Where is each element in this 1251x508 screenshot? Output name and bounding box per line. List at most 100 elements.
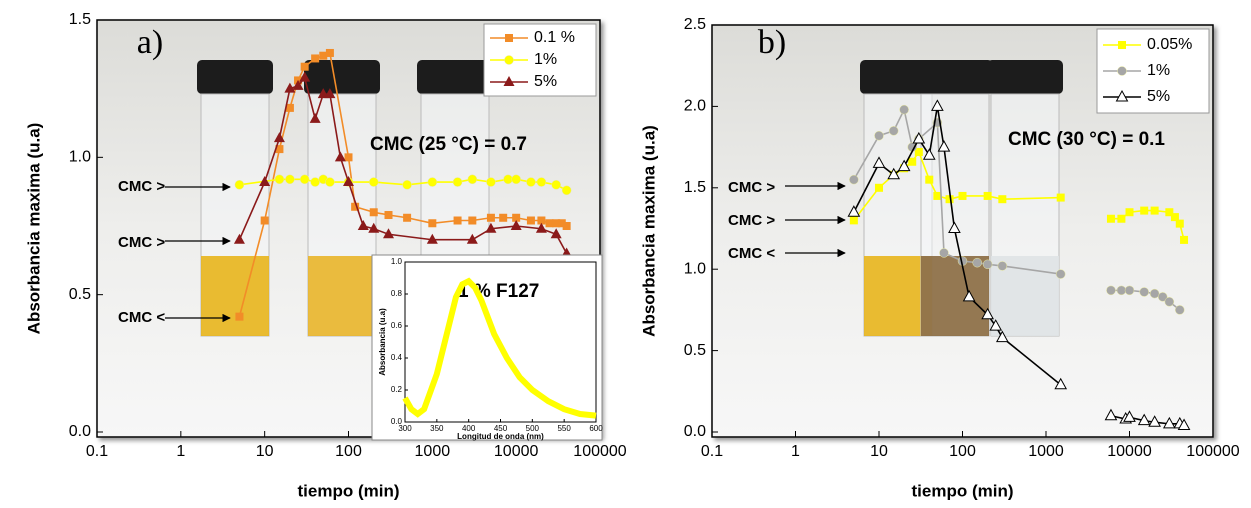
legend-label: 0.05% bbox=[1147, 36, 1192, 53]
marker bbox=[981, 307, 994, 320]
marker bbox=[511, 174, 521, 185]
marker bbox=[292, 79, 304, 90]
marker bbox=[368, 177, 379, 187]
x-tick-label: 500 bbox=[526, 424, 540, 433]
marker bbox=[504, 55, 514, 65]
x-tick-label: 10000 bbox=[1107, 443, 1152, 460]
marker bbox=[311, 54, 320, 63]
x-tick-label: 0.1 bbox=[86, 443, 108, 460]
marker bbox=[933, 191, 942, 200]
marker bbox=[426, 233, 438, 244]
marker bbox=[1117, 214, 1126, 223]
legend-label: 1% bbox=[534, 51, 557, 68]
y-tick-label: 1.5 bbox=[684, 179, 706, 196]
vial-cap bbox=[417, 60, 493, 94]
marker bbox=[1124, 285, 1135, 296]
marker bbox=[325, 177, 335, 187]
marker bbox=[285, 174, 295, 185]
x-tick-label: 1000 bbox=[1028, 443, 1064, 460]
y-tick-label: 1.0 bbox=[69, 149, 91, 166]
marker bbox=[535, 222, 547, 233]
marker bbox=[899, 104, 909, 115]
marker bbox=[908, 157, 917, 166]
marker bbox=[512, 213, 521, 222]
annotation: CMC > bbox=[118, 234, 165, 251]
marker bbox=[552, 219, 561, 228]
marker bbox=[536, 177, 547, 187]
marker bbox=[887, 167, 901, 180]
y-tick-label: 0.0 bbox=[391, 417, 403, 426]
marker bbox=[849, 216, 858, 225]
marker bbox=[1164, 297, 1175, 307]
marker bbox=[550, 228, 562, 239]
marker bbox=[937, 140, 951, 152]
marker bbox=[1165, 208, 1174, 217]
marker bbox=[1149, 288, 1160, 299]
marker bbox=[299, 174, 310, 185]
marker bbox=[452, 177, 463, 187]
marker bbox=[334, 151, 346, 162]
marker bbox=[945, 195, 954, 204]
annotation: CMC (30 °C) = 0.1 bbox=[1008, 129, 1165, 150]
marker bbox=[260, 216, 269, 225]
vial-liquid bbox=[308, 256, 376, 336]
marker bbox=[939, 248, 949, 258]
marker bbox=[1056, 193, 1065, 202]
marker bbox=[989, 319, 1003, 331]
marker bbox=[1175, 305, 1185, 315]
marker bbox=[962, 289, 976, 302]
y-tick-label: 1.0 bbox=[391, 257, 403, 266]
marker bbox=[233, 233, 245, 244]
marker bbox=[1140, 206, 1149, 215]
marker bbox=[310, 177, 320, 187]
marker bbox=[1117, 66, 1127, 76]
marker bbox=[344, 153, 353, 162]
x-tick-label: 100 bbox=[335, 443, 362, 460]
marker bbox=[914, 147, 923, 156]
marker bbox=[874, 130, 884, 141]
marker bbox=[1118, 41, 1126, 49]
marker bbox=[309, 112, 321, 123]
marker bbox=[402, 180, 412, 190]
marker bbox=[357, 220, 369, 230]
x-tick-label: 600 bbox=[589, 424, 603, 433]
marker bbox=[998, 195, 1007, 204]
marker bbox=[1125, 208, 1134, 217]
vial-cap bbox=[197, 60, 273, 94]
annotation: CMC > bbox=[728, 212, 775, 229]
x-tick-label: 10 bbox=[256, 443, 274, 460]
x-axis-title: tiempo (min) bbox=[912, 481, 1014, 500]
marker bbox=[537, 216, 546, 225]
marker bbox=[324, 88, 336, 99]
y-tick-label: 2.0 bbox=[684, 98, 706, 115]
marker bbox=[486, 213, 495, 222]
x-tick-label: 1 bbox=[791, 443, 800, 460]
y-tick-label: 1.5 bbox=[69, 11, 91, 28]
legend-label: 0.1 % bbox=[534, 29, 575, 46]
marker bbox=[1123, 410, 1136, 422]
marker bbox=[1177, 418, 1191, 430]
marker bbox=[897, 159, 911, 172]
marker bbox=[273, 132, 285, 143]
vial-cap bbox=[304, 60, 380, 94]
marker bbox=[468, 216, 477, 225]
marker bbox=[551, 180, 561, 190]
marker bbox=[499, 213, 508, 222]
marker bbox=[485, 222, 497, 233]
marker bbox=[1150, 206, 1159, 215]
marker bbox=[384, 211, 393, 220]
x-tick-label: 1000 bbox=[415, 443, 451, 460]
y-tick-label: 1.0 bbox=[684, 260, 706, 277]
annotation: CMC (25 °C) = 0.7 bbox=[370, 134, 527, 155]
vial-liquid bbox=[921, 256, 989, 336]
marker bbox=[510, 220, 522, 230]
x-tick-label: 100000 bbox=[1186, 443, 1239, 460]
x-axis-title: Longitud de onda (nm) bbox=[457, 432, 544, 441]
marker bbox=[1139, 287, 1149, 297]
marker bbox=[1157, 292, 1168, 302]
marker bbox=[274, 174, 285, 185]
marker bbox=[382, 228, 394, 239]
marker bbox=[1104, 408, 1118, 421]
marker bbox=[526, 216, 535, 225]
